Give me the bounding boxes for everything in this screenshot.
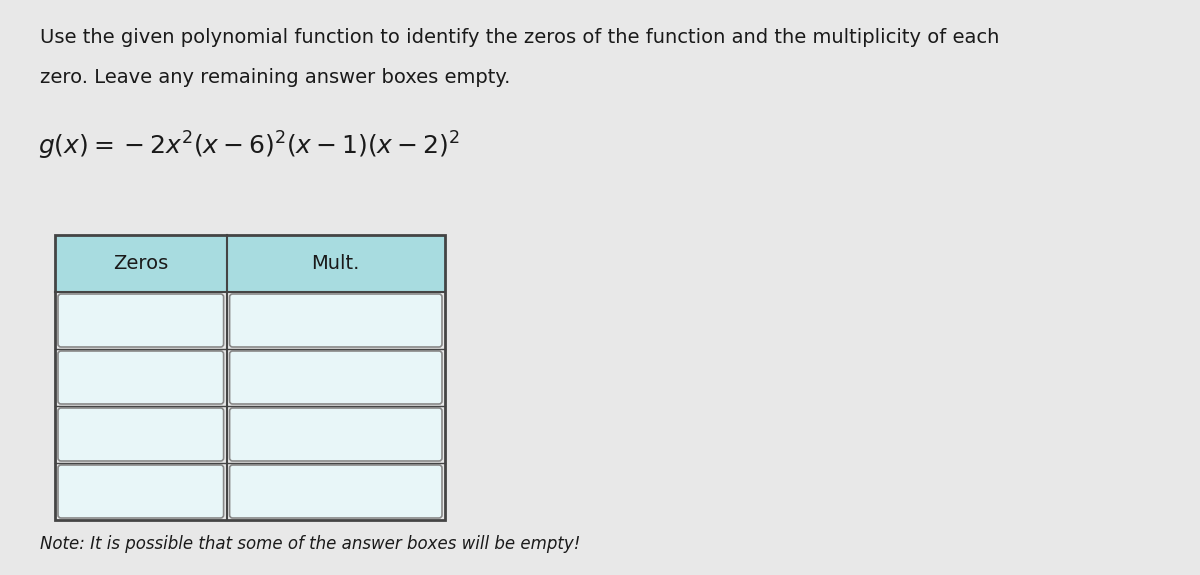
FancyBboxPatch shape (229, 351, 442, 404)
Bar (55, 235, 445, 292)
FancyBboxPatch shape (58, 408, 223, 461)
FancyBboxPatch shape (229, 408, 442, 461)
Text: Zeros: Zeros (113, 254, 168, 273)
FancyBboxPatch shape (229, 294, 442, 347)
FancyBboxPatch shape (229, 465, 442, 518)
Text: Use the given polynomial function to identify the zeros of the function and the : Use the given polynomial function to ide… (40, 28, 1000, 47)
Text: Mult.: Mult. (312, 254, 360, 273)
FancyBboxPatch shape (58, 465, 223, 518)
FancyBboxPatch shape (58, 294, 223, 347)
FancyBboxPatch shape (58, 351, 223, 404)
Text: zero. Leave any remaining answer boxes empty.: zero. Leave any remaining answer boxes e… (40, 68, 510, 87)
Text: $g(x) = -2x^2(x-6)^2(x-1)(x-2)^2$: $g(x) = -2x^2(x-6)^2(x-1)(x-2)^2$ (38, 130, 460, 162)
Bar (55, 235, 445, 520)
Text: Note: It is possible that some of the answer boxes will be empty!: Note: It is possible that some of the an… (40, 535, 581, 553)
